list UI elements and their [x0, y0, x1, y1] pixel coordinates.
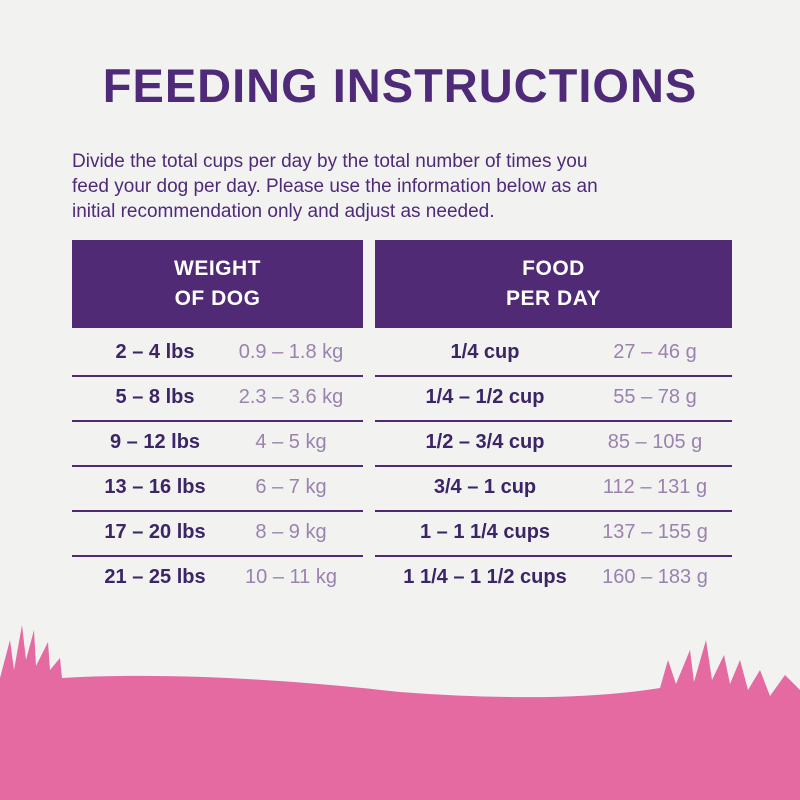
table-cell: 112 – 131 g	[602, 476, 708, 498]
table-cell: 3/4 – 1 cup	[433, 476, 537, 498]
table-cell: 85 – 105 g	[607, 431, 703, 453]
table-cell: 1 1/4 – 1 1/2 cups	[403, 566, 567, 588]
title: FEEDING INSTRUCTIONS	[102, 59, 698, 112]
header-text: WEIGHT	[174, 257, 261, 280]
table-cell: 2 – 4 lbs	[115, 341, 195, 363]
table-cell: 1/4 cup	[450, 341, 520, 363]
table-cell: 10 – 11 kg	[245, 566, 337, 588]
row-divider	[375, 510, 732, 512]
row-divider	[72, 375, 363, 377]
table-cell: 13 – 16 lbs	[104, 476, 206, 498]
row-divider	[72, 465, 363, 467]
row-divider	[375, 555, 732, 557]
table-cell: 137 – 155 g	[602, 521, 708, 543]
table-cell: 21 – 25 lbs	[104, 566, 206, 588]
header-text: PER DAY	[506, 287, 601, 310]
intro-line: feed your dog per day. Please use the in…	[72, 176, 598, 197]
table-cell: 0.9 – 1.8 kg	[238, 341, 344, 363]
row-divider	[72, 510, 363, 512]
table-cell: 1/4 – 1/2 cup	[425, 386, 545, 408]
table-cell: 4 – 5 kg	[255, 431, 327, 453]
header-text: OF DOG	[174, 287, 261, 310]
row-divider	[375, 375, 732, 377]
row-divider	[72, 420, 363, 422]
header-cell: FOOD PER DAY	[375, 240, 732, 328]
table-cell: 27 – 46 g	[613, 341, 697, 363]
table-cell: 1/2 – 3/4 cup	[425, 431, 545, 453]
table-cell: 5 – 8 lbs	[115, 386, 195, 408]
intro-line: initial recommendation only and adjust a…	[72, 201, 495, 222]
table-cell: 6 – 7 kg	[255, 476, 327, 498]
table-cell: 1 – 1 1/4 cups	[419, 521, 551, 543]
table-cell: 2.3 – 3.6 kg	[238, 386, 344, 408]
table-cell: 8 – 9 kg	[255, 521, 327, 543]
table-cell: 55 – 78 g	[613, 386, 697, 408]
header-text: FOOD	[522, 257, 585, 280]
table-cell: 17 – 20 lbs	[104, 521, 206, 543]
table-cell: 160 – 183 g	[602, 566, 708, 588]
row-divider	[72, 555, 363, 557]
row-divider	[375, 465, 732, 467]
header-cell: WEIGHT OF DOG	[72, 240, 363, 328]
table-cell: 9 – 12 lbs	[109, 431, 201, 453]
intro-line: Divide the total cups per day by the tot…	[72, 151, 588, 172]
row-divider	[375, 420, 732, 422]
grass	[0, 625, 800, 800]
